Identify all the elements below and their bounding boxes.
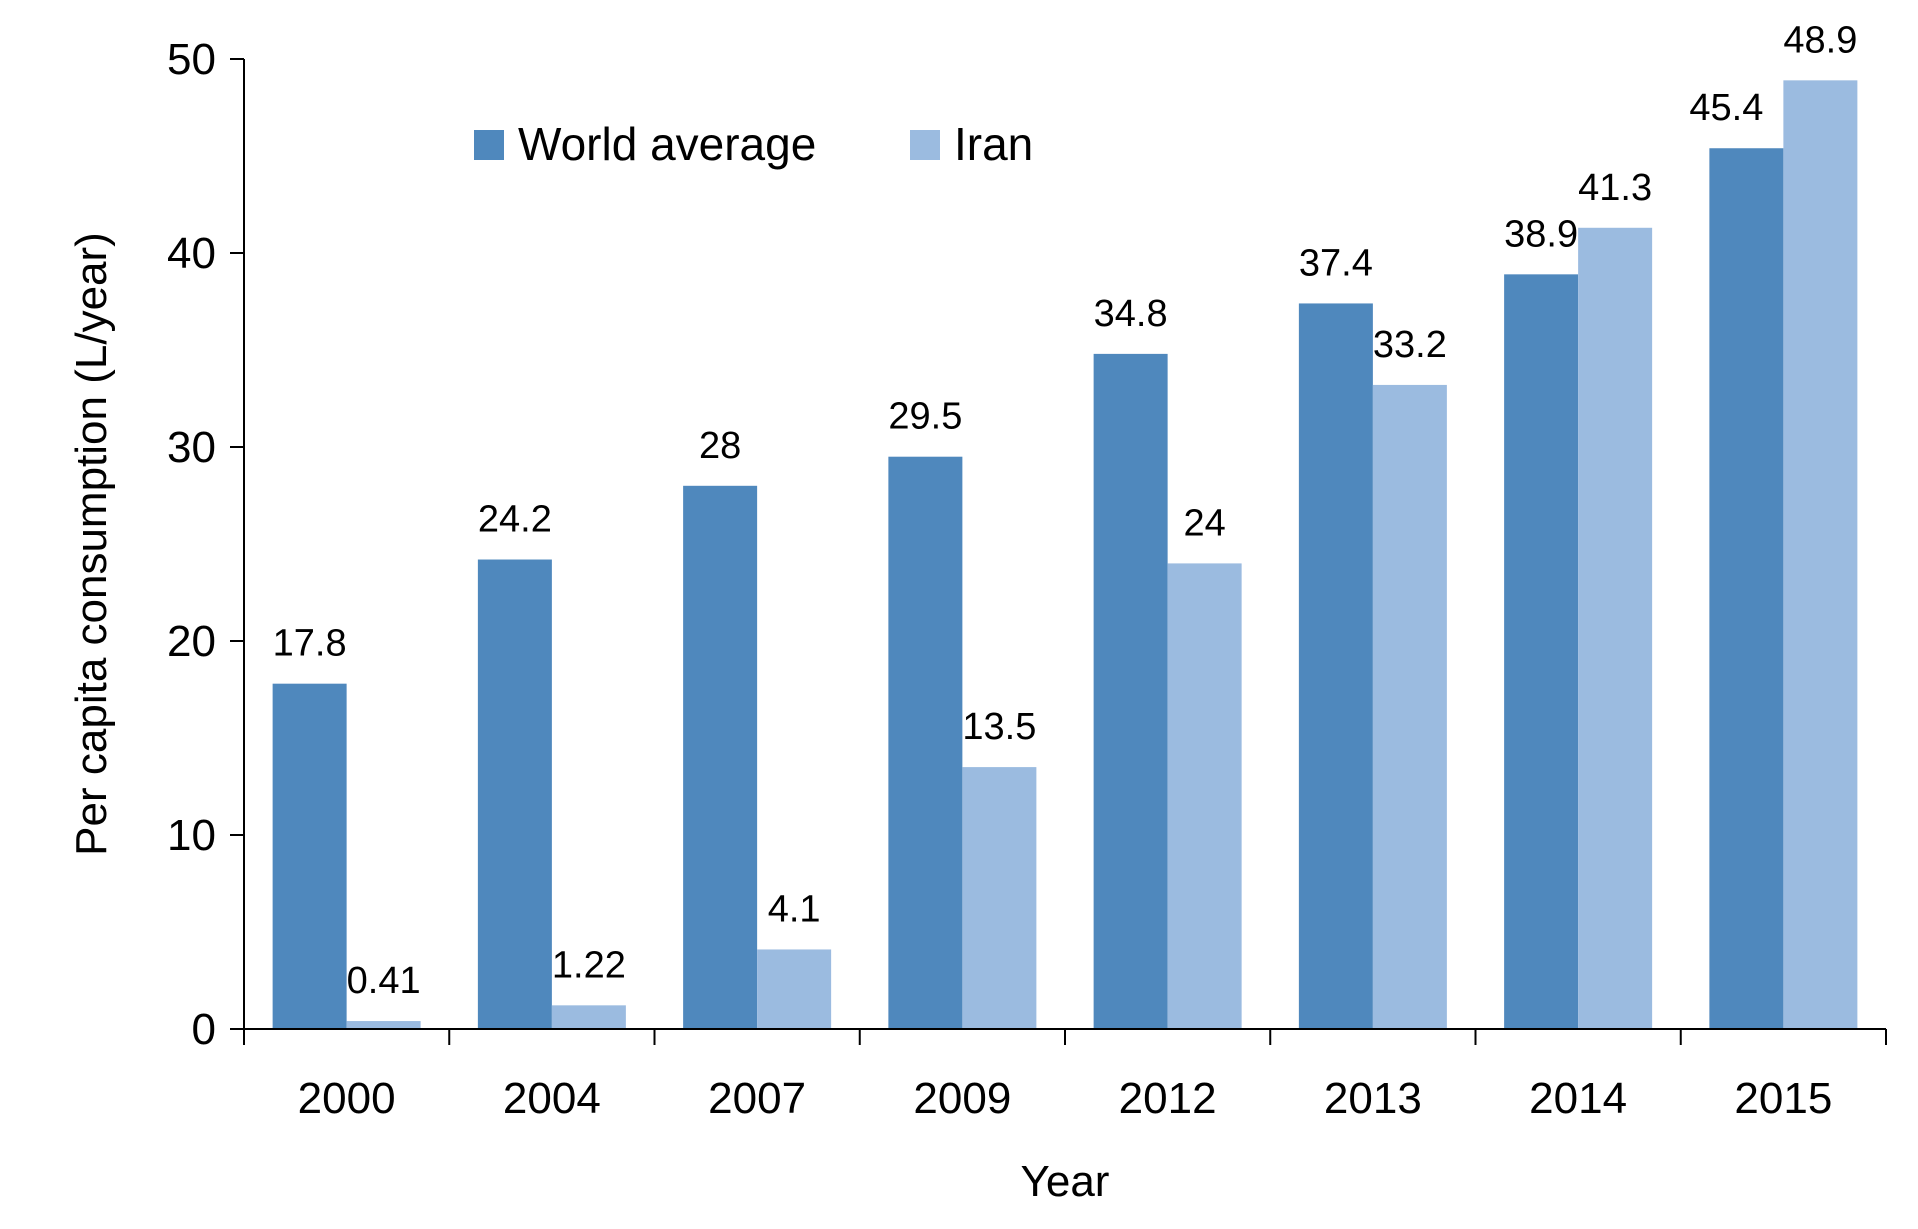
data-label: 29.5 [888,396,962,438]
legend-label-world-average: World average [518,118,816,170]
bar-iran [962,767,1037,1029]
x-category-label: 2000 [298,1074,396,1123]
legend: World average Iran [474,118,1033,170]
data-label: 13.5 [962,706,1036,748]
data-label: 48.9 [1783,19,1857,61]
y-tick-label: 10 [167,811,216,860]
y-ticks-layer: 0 10 20 30 40 50 [167,35,244,1054]
y-tick-label: 30 [167,423,216,472]
x-category-label: 2004 [503,1074,601,1123]
data-label: 0.41 [347,960,421,1002]
x-category-label: 2014 [1529,1074,1627,1123]
data-label: 45.4 [1689,87,1763,129]
legend-swatch-world-average [474,130,504,160]
bar-iran [1578,227,1653,1029]
x-ticks-layer: 2000 2004 2007 2009 2012 2013 2014 2015 [243,1029,1887,1123]
bar-world-average [477,559,552,1029]
legend-label-iran: Iran [954,118,1033,170]
bar-world-average [1298,303,1373,1029]
x-category-label: 2007 [708,1074,806,1123]
y-axis-title: Per capita consumption (L/year) [67,232,116,856]
bar-world-average [272,683,347,1029]
data-label: 33.2 [1373,324,1447,366]
x-category-label: 2015 [1734,1074,1832,1123]
bar-world-average [1709,148,1784,1030]
data-label: 38.9 [1504,213,1578,255]
bar-world-average [1093,353,1168,1029]
data-label: 41.3 [1578,167,1652,209]
data-label: 1.22 [552,944,626,986]
y-tick-label: 40 [167,229,216,278]
x-category-label: 2013 [1324,1074,1422,1123]
x-axis-title: Year [1021,1157,1110,1206]
bar-world-average [683,485,758,1029]
y-tick-label: 0 [192,1005,216,1054]
bar-iran [1167,563,1242,1029]
legend-swatch-iran [910,130,940,160]
data-label: 34.8 [1094,293,1168,335]
bar-world-average [1504,274,1579,1030]
y-tick-label: 50 [167,35,216,84]
bar-world-average [888,456,963,1029]
data-label: 17.8 [273,623,347,665]
bar-iran [757,949,832,1029]
data-label: 24.2 [478,499,552,541]
bars-layer [272,80,1858,1030]
bar-iran [551,1005,626,1029]
data-labels-layer: 17.80.4124.21.22284.129.513.534.82437.43… [273,19,1858,1002]
data-label: 24 [1183,502,1225,544]
bar-iran [1783,80,1858,1030]
y-tick-label: 20 [167,617,216,666]
bar-iran [346,1021,421,1029]
data-label: 37.4 [1299,242,1373,284]
data-label: 4.1 [768,888,821,930]
bar-iran [1372,384,1447,1029]
x-category-label: 2009 [913,1074,1011,1123]
data-label: 28 [699,425,741,467]
x-category-label: 2012 [1119,1074,1217,1123]
